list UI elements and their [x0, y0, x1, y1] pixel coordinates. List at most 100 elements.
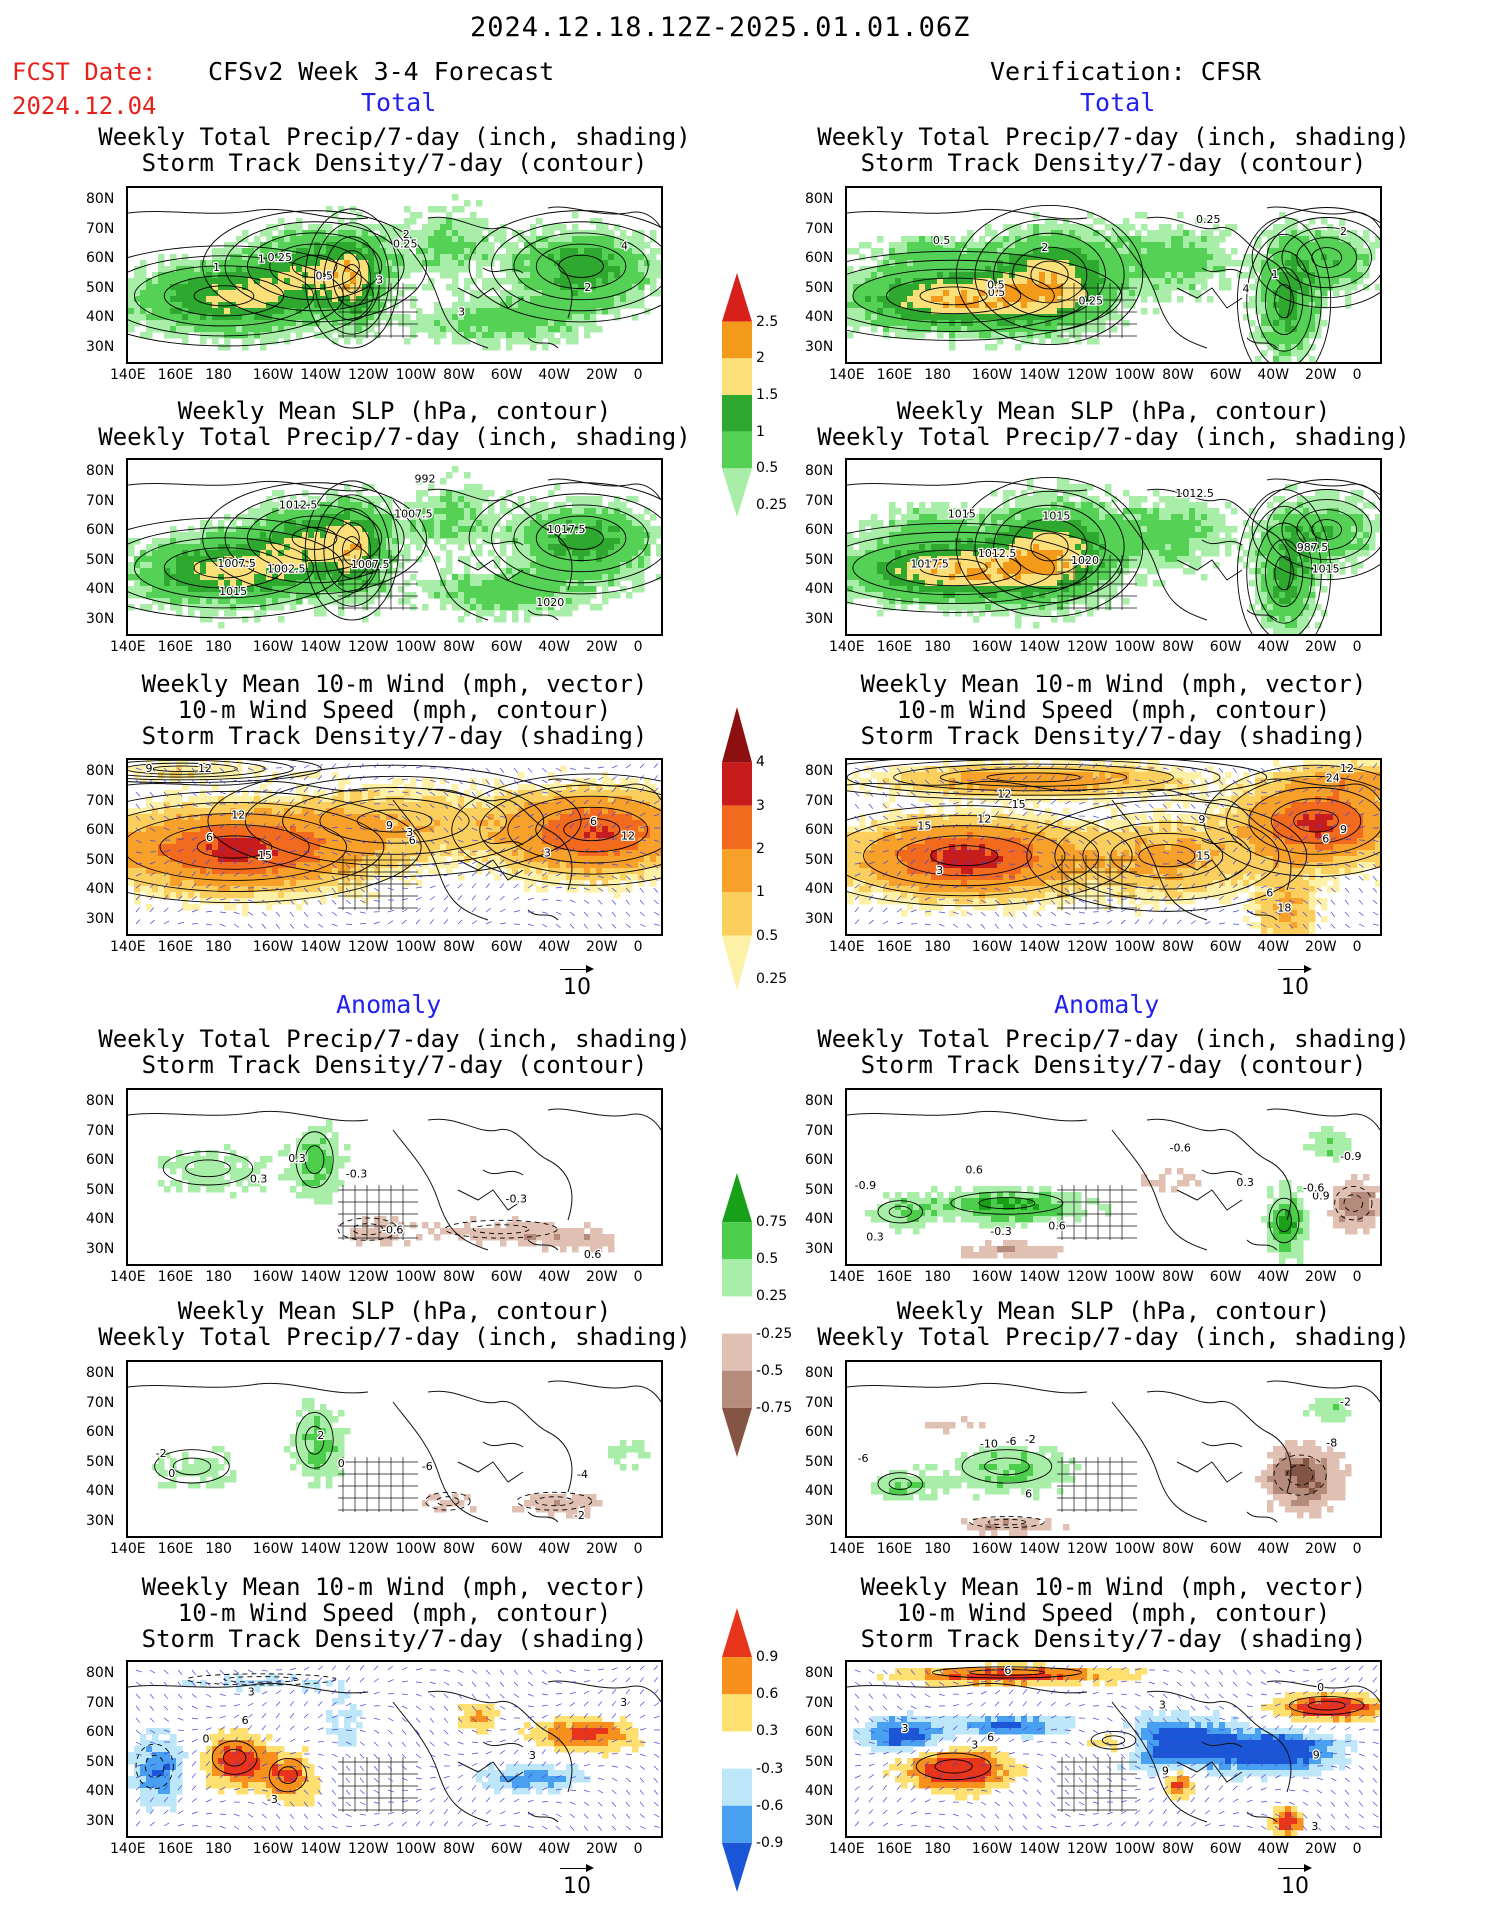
lat-tick-label: 60N: [805, 1724, 834, 1740]
lon-tick-label: 140E: [829, 367, 865, 383]
contour-label: -0.9: [855, 1179, 876, 1192]
lon-tick-label: 100W: [395, 1841, 437, 1857]
lon-tick-label: 20W: [1304, 1541, 1337, 1557]
colorbar-label: 0.25: [756, 497, 788, 513]
contour-label: 0.3: [288, 1152, 306, 1165]
panel-title-line: Weekly Mean SLP (hPa, contour): [896, 397, 1331, 425]
lon-tick-label: 0: [1352, 939, 1362, 955]
lon-tick-label: 80W: [443, 1841, 475, 1857]
lon-tick-label: 160E: [157, 939, 194, 955]
lon-tick-label: 160E: [876, 1269, 913, 1285]
contour-label: 4: [1242, 282, 1249, 295]
contour-label: -0.3: [990, 1225, 1011, 1238]
contour-label: -0.6: [1303, 1181, 1324, 1194]
contour-label: 6: [1025, 1488, 1032, 1501]
lon-tick-label: 0: [1352, 367, 1362, 383]
colorbar-label: 3: [756, 797, 765, 814]
contour-label: 0.3: [866, 1230, 884, 1243]
lon-tick-label: 140E: [110, 367, 146, 383]
contour-label: 9: [1340, 823, 1347, 836]
contour-label: 0.9: [1312, 1190, 1330, 1203]
contour-layer: [847, 204, 1380, 362]
lon-tick-label: 60W: [1209, 1269, 1242, 1285]
map-panel-fc-anom-wind: 6 -3 0 3 3 3: [126, 1660, 663, 1838]
contour-label: 15: [917, 819, 931, 832]
colorbar-label: 2.5: [756, 313, 779, 330]
lon-tick-label: 180: [205, 639, 232, 655]
map-panel-vf-total-wind: 3 6 12 15 18 24 12 9 15 9 6 12 15: [845, 758, 1382, 936]
lon-tick-label: 40W: [1257, 1841, 1290, 1857]
lon-tick-label: 180: [924, 639, 951, 655]
contour-label: 6: [987, 1731, 994, 1744]
lon-tick-label: 60W: [490, 1269, 523, 1285]
lon-tick-label: 20W: [1304, 367, 1337, 383]
lon-tick-label: 140W: [300, 939, 341, 955]
lat-tick-label: 30N: [86, 1812, 115, 1829]
colorbar-swatches: [722, 707, 752, 991]
panel-title-line: Storm Track Density/7-day (contour): [860, 149, 1367, 177]
lon-tick-label: 20W: [585, 639, 618, 655]
contour-layer: [877, 1449, 1327, 1529]
map-panel-vf-anom-precip: 0.6 0.3 0.3 0.9 0.6 -0.6 -0.9 -0.3 -0.9 -0.6: [845, 1088, 1382, 1266]
shading-layer: [847, 212, 1380, 362]
panel-title-line: Weekly Total Precip/7-day (inch, shading…: [98, 1323, 691, 1351]
panel-title-line: Weekly Total Precip/7-day (inch, shading…: [817, 123, 1410, 151]
panel-title-line: Weekly Total Precip/7-day (inch, shading…: [98, 123, 691, 151]
contour-label: 3: [544, 847, 551, 860]
lon-tick-label: 40W: [1257, 639, 1290, 655]
contour-label: 1: [258, 252, 265, 265]
lat-tick-label: 80N: [805, 1093, 834, 1109]
colorbar-swatches: [722, 273, 752, 517]
contour-label: 0.5: [987, 278, 1005, 291]
shading-layer: [853, 1662, 1380, 1836]
lon-tick-label: 80W: [1162, 1841, 1194, 1857]
lon-tick-label: 180: [205, 1269, 232, 1285]
lat-tick-label: 30N: [805, 1812, 834, 1829]
lon-tick-label: 180: [924, 1841, 951, 1857]
lon-tick-label: 0: [633, 1841, 643, 1857]
lat-tick-label: 60N: [805, 1152, 834, 1168]
wind-vector-layer: [854, 1665, 1380, 1831]
lat-tick-label: 60N: [86, 1424, 115, 1440]
contour-label: -0.9: [1340, 1150, 1361, 1163]
lon-tick-label: 160W: [252, 639, 294, 655]
contour-label-layer: 6 -3 0 3 3 3: [201, 1684, 628, 1807]
shading-layer: [128, 194, 661, 351]
contour-label: 0.3: [250, 1173, 268, 1186]
lon-tick-label: 140W: [1019, 1269, 1060, 1285]
lon-tick-label: 20W: [1304, 639, 1337, 655]
lon-tick-label: 180: [205, 939, 232, 955]
map-canvas: 0.3 0.3 -0.3 -0.6 0.6 -0.3: [128, 1108, 661, 1262]
lon-tick-label: 100W: [1114, 367, 1156, 383]
contour-label: -0.6: [382, 1224, 403, 1237]
map-panel-vf-anom-slp: -2 -6 -8 6 -10 -2 -6: [845, 1360, 1382, 1538]
lat-tick-label: 40N: [805, 1211, 834, 1227]
lon-tick-label: 160E: [876, 639, 913, 655]
verification-heading: Verification: CFSR: [990, 57, 1261, 86]
state-borders-layer: [1057, 1757, 1137, 1812]
contour-label: 0.25: [393, 238, 418, 251]
contour-label: 1002.5: [267, 562, 306, 575]
lon-tick-label: 160W: [971, 1841, 1013, 1857]
map-canvas: 0-2-2-6-420: [128, 1380, 661, 1523]
lon-tick-label: 140E: [829, 1841, 865, 1857]
panel-title-line: 10-m Wind Speed (mph, contour): [896, 1599, 1331, 1627]
lat-tick-label: 30N: [86, 338, 115, 355]
lon-tick-label: 120W: [347, 939, 389, 955]
contour-label: 3: [901, 1722, 908, 1735]
lon-tick-label: 160W: [252, 1269, 294, 1285]
date-range-title: 2024.12.18.12Z-2025.01.01.06Z: [470, 12, 971, 43]
contour-label: 9: [146, 762, 153, 775]
colorbar-label: 0.5: [756, 1251, 779, 1268]
lon-tick-label: 80W: [1162, 939, 1194, 955]
state-borders-layer: [1057, 1457, 1137, 1512]
shading-layer: [865, 1126, 1380, 1264]
vector-arrow-icon: [560, 1862, 594, 1874]
contour-label: 1: [213, 261, 220, 274]
contour-label: 1015: [948, 507, 976, 520]
contour-label: 0.6: [1048, 1219, 1066, 1232]
lat-tick-label: 50N: [86, 1753, 115, 1770]
lon-tick-label: 140W: [1019, 1541, 1060, 1557]
